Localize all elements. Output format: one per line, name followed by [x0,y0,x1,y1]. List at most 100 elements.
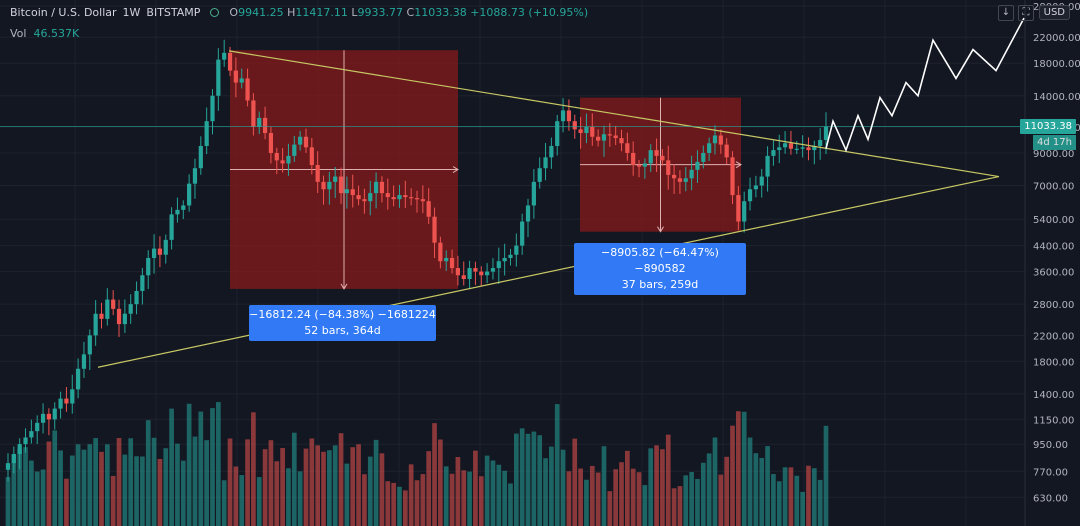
candle-body [76,368,81,390]
candle-body [175,209,180,215]
candle-body [449,257,455,269]
volume-bar [233,466,239,526]
fullscreen-icon[interactable]: ⛶ [1018,5,1034,21]
candle-body [654,150,659,156]
volume-bar [700,462,706,526]
candle-body [420,199,425,202]
volume-bar [636,472,642,526]
volume-bar [40,469,46,526]
candle-body [759,176,764,186]
volume-bar [689,471,694,526]
candle-body [736,195,741,222]
candle-body [701,152,706,162]
volume-bar [75,444,81,526]
volume-bar [93,438,98,526]
candle-body [543,157,548,169]
volume-bar [175,443,180,526]
candle-body [210,95,215,122]
volume-bar [69,455,75,526]
volume-bar [157,458,163,526]
volume-bar [765,446,770,526]
volume-bar [116,438,122,526]
volume-bar [256,477,262,526]
volume-bar [274,461,280,526]
volume-bar [356,444,361,526]
arrow-down-icon [657,226,664,233]
candle-body [70,389,75,404]
volume-bar [210,408,215,526]
candle-body [391,197,396,200]
candle-body [163,239,168,255]
candle-body [116,308,122,325]
candle-body [251,100,256,127]
volume-bar [660,449,665,526]
candle-body [689,169,694,179]
volume-bar [589,465,595,526]
volume-bar [736,411,741,526]
price-tick-label: 7000.00 [1033,182,1074,193]
candle-body [17,444,22,455]
candle-body [490,268,496,272]
symbol-name[interactable]: Bitcoin / U.S. Dollar [10,6,117,19]
candle-body [479,271,484,276]
volume-bar [800,491,805,526]
volume-bar [531,431,537,526]
candle-body [146,257,151,276]
candle-body [636,165,642,167]
price-tick-label: 3600.00 [1033,268,1074,279]
candle-body [122,313,127,325]
volume-bar [584,479,589,526]
candle-body [192,168,198,184]
volume-bar [537,435,543,526]
volume-bar [513,433,519,526]
candle-body [298,136,303,145]
triangle-lower-line [97,175,1000,368]
candle-body [677,178,683,182]
volume-bar [17,448,23,526]
volume-bar [595,472,601,526]
candle-body [747,189,753,202]
candles [5,39,829,482]
volume-bar [239,475,245,526]
currency-button[interactable]: USD [1038,5,1070,20]
volume-bar [443,466,449,526]
chart-header: Bitcoin / U.S. Dollar 1W BITSTAMP O9941.… [10,6,588,19]
price-tick-label: 4400.00 [1033,242,1074,253]
volume-bar [251,412,256,526]
candle-body [467,268,472,280]
candle-body [40,413,46,423]
volume-bar [753,453,759,526]
candle-body [151,248,157,258]
volume-bar [408,464,414,526]
candle-body [403,195,408,198]
volume-bar [607,491,613,526]
volume-bar [186,403,192,526]
volume-bar [262,449,268,526]
candle-body [818,139,823,146]
volume-bar [718,474,724,526]
candle-body [724,144,729,158]
candle-body [485,271,490,276]
candle-body [549,145,554,158]
candle-body [385,193,390,198]
volume-bar [367,456,373,526]
volume-bar [379,453,385,526]
candle-body [683,178,688,182]
volume-bar [566,471,572,526]
candle-body [204,121,209,146]
arrow-down-icon[interactable]: ↓ [998,5,1014,21]
volume-bar [180,460,186,526]
candle-body [292,144,297,156]
volume-bar [572,438,578,526]
volume-bar [695,478,700,526]
volume-bar [81,449,87,526]
price-tick-label: 14000.00 [1033,92,1080,103]
candle-body [227,52,233,71]
measure-boxes [230,50,742,290]
volume-bar [204,440,209,526]
interval[interactable]: 1W [122,6,141,19]
volume-bar [297,471,303,526]
volume-bar [151,437,157,526]
candle-body [537,168,542,182]
